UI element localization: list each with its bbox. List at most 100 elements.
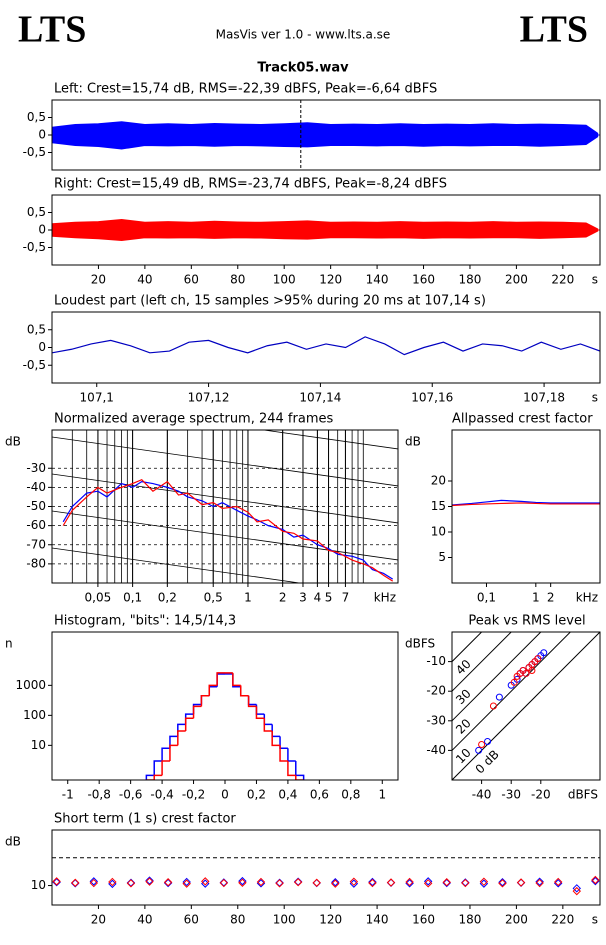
x-tick-label: 4 (314, 591, 322, 605)
slope-line (52, 510, 398, 561)
x-tick-label: 200 (505, 273, 528, 287)
point (145, 876, 154, 885)
plot-frame (51, 429, 399, 584)
plot-layer (52, 336, 600, 356)
crest-line (452, 632, 512, 692)
histogram-bin (255, 706, 265, 720)
crest-line (452, 632, 483, 662)
histogram-bin (153, 774, 163, 780)
point (238, 878, 247, 887)
y-tick-label: -60 (26, 518, 46, 532)
x-tick-label: 107,12 (188, 391, 230, 405)
x-tick-label: 0,05 (85, 591, 112, 605)
x-tick-label: -0,8 (87, 788, 110, 802)
data-line (452, 502, 600, 507)
y-tick-label: 20 (431, 474, 446, 488)
panel-title: Loudest part (left ch, 15 samples >95% d… (54, 294, 486, 309)
y-tick-label: -50 (26, 499, 46, 513)
y-tick-label: 10 (431, 525, 446, 539)
point (126, 879, 136, 888)
histogram-bin (216, 672, 225, 686)
file-name: Track05.wav (257, 61, 349, 76)
plot-layer (52, 430, 398, 583)
histogram-bin (161, 760, 170, 776)
histogram-bin (295, 761, 305, 780)
point (442, 878, 451, 888)
point (479, 877, 489, 886)
plot-layer (52, 857, 600, 896)
point (498, 879, 507, 888)
crest-line (452, 632, 600, 780)
point (145, 877, 154, 886)
histogram-bin (169, 744, 178, 762)
point (534, 655, 542, 663)
panel-title: Short term (1 s) crest factor (54, 812, 236, 827)
point (461, 878, 470, 888)
slope-line (261, 430, 398, 450)
point (591, 875, 600, 885)
x-tick-label: -1 (62, 788, 74, 802)
point (163, 878, 173, 888)
x-axis-label: kHz (374, 591, 396, 605)
point (528, 666, 536, 674)
x-tick-label: 220 (551, 273, 574, 287)
panel-title: Peak vs RMS level (468, 614, 585, 629)
y-tick-label: 0 (38, 340, 46, 354)
y-tick-label: 0 (38, 223, 46, 237)
logo-left: LTS (18, 9, 86, 51)
plot-layer (452, 499, 600, 507)
y-axis-label: dB (5, 435, 21, 449)
x-tick-label: 0,5 (204, 591, 223, 605)
y-axis-label: dB (5, 835, 21, 849)
histogram-bin (192, 705, 202, 719)
data-line (452, 499, 600, 506)
histogram-bin (232, 672, 241, 687)
point (52, 878, 61, 887)
logo-right: LTS (520, 9, 588, 51)
y-tick-label: -10 (426, 654, 446, 668)
histogram-bin (177, 730, 186, 746)
point (368, 877, 377, 887)
crest-line (452, 632, 542, 722)
plot-frame (51, 311, 601, 384)
histogram-bin (295, 775, 304, 780)
y-tick-label: -80 (26, 556, 46, 570)
data-line (52, 336, 600, 356)
panel-title: Right: Crest=15,49 dB, RMS=-23,74 dBFS, … (54, 177, 447, 192)
point (71, 878, 80, 887)
panel-title: Left: Crest=15,74 dB, RMS=-22,39 dBFS, P… (54, 82, 437, 97)
x-tick-label: 120 (319, 273, 342, 287)
x-tick-label: 1 (378, 788, 386, 802)
x-tick-label: -0,2 (182, 788, 205, 802)
point (108, 877, 117, 887)
point (275, 879, 284, 888)
point (312, 878, 321, 887)
x-tick-label: 40 (137, 273, 152, 287)
x-tick-label: 0,6 (310, 788, 329, 802)
x-tick-label: 200 (505, 913, 528, 927)
histogram-bin (200, 695, 210, 707)
x-tick-label: 1 (532, 591, 540, 605)
point (516, 878, 526, 887)
point (489, 702, 497, 710)
x-axis-label: s (592, 273, 598, 287)
point (219, 878, 229, 888)
point (368, 878, 377, 888)
x-tick-label: 20 (91, 273, 106, 287)
point (89, 878, 99, 888)
slope-line (52, 473, 398, 524)
x-tick-label: 2 (547, 591, 555, 605)
panel-title: Histogram, "bits": 14,5/14,3 (54, 614, 236, 629)
x-tick-label: 80 (230, 273, 245, 287)
x-tick-label: 40 (137, 913, 152, 927)
x-tick-label: 160 (412, 273, 435, 287)
x-tick-label: 107,14 (299, 391, 341, 405)
point (535, 877, 544, 886)
x-axis-label: kHz (576, 591, 598, 605)
y-tick-label: 1000 (15, 678, 46, 692)
point (238, 876, 247, 886)
y-tick-label: -30 (26, 461, 46, 475)
x-tick-label: 140 (366, 913, 389, 927)
x-tick-label: 107,18 (523, 391, 565, 405)
x-tick-label: 0,2 (158, 591, 177, 605)
